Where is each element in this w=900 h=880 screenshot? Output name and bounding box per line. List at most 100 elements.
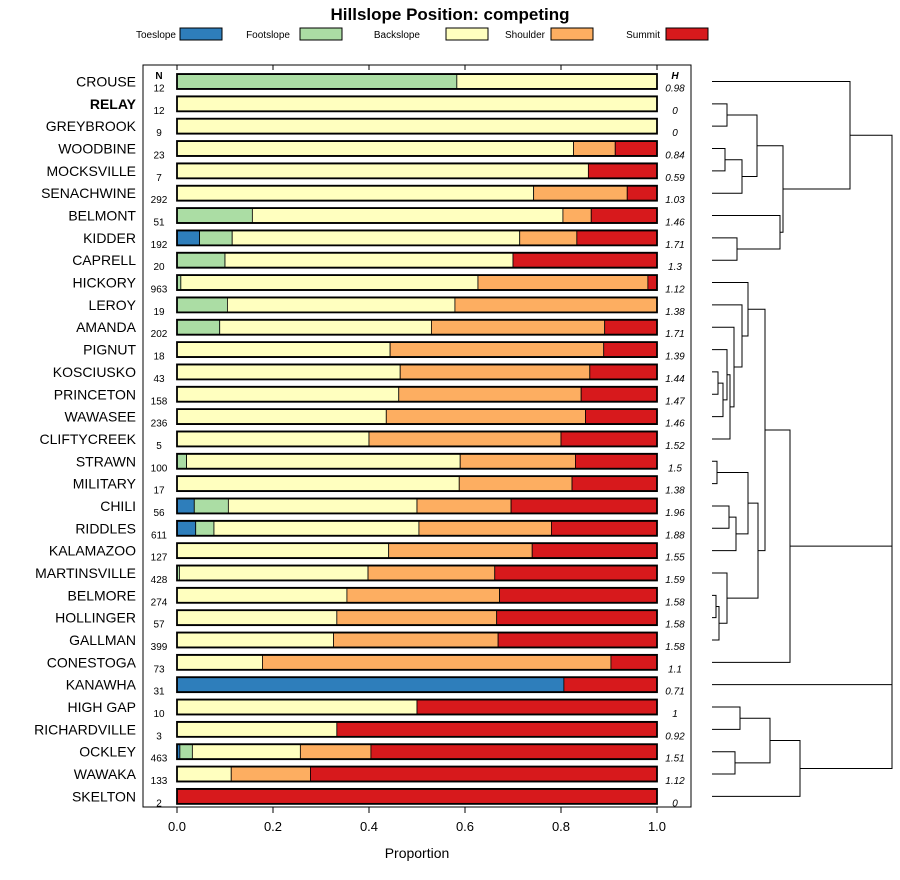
row-label-caprell: CAPRELL — [72, 252, 136, 268]
n-value-pignut: 18 — [153, 352, 165, 363]
n-value-crouse: 12 — [153, 84, 165, 95]
dendrogram-branch — [712, 740, 801, 797]
bar-outline-belmont — [176, 207, 658, 224]
h-value-ockley: 1.51 — [665, 754, 684, 765]
x-axis: 0.0 0.2 0.4 0.6 0.8 1.0 — [168, 65, 666, 834]
n-value-senachwine: 292 — [151, 195, 168, 206]
bar-segment-hollinger-shoulder — [336, 610, 498, 626]
bar-segment-princeton-backslope — [176, 386, 400, 402]
n-value-hickory: 963 — [151, 285, 168, 296]
bar-segment-greybrook-backslope — [176, 118, 658, 134]
bar-segment-conestoga-shoulder — [262, 654, 612, 670]
row-label-kalamazoo: KALAMAZOO — [49, 543, 136, 559]
h-value-amanda: 1.71 — [665, 329, 684, 340]
row-label-woodbine: WOODBINE — [58, 141, 136, 157]
h-value-riddles: 1.88 — [665, 530, 685, 541]
n-value-skelton: 2 — [156, 798, 162, 809]
legend-label-summit: Summit — [626, 30, 660, 41]
h-value-gallman: 1.58 — [665, 642, 685, 653]
n-value-greybrook: 9 — [156, 128, 162, 139]
bar-segment-wawaka-summit — [310, 766, 658, 782]
row-label-military: MILITARY — [73, 476, 137, 492]
row-label-relay: RELAY — [90, 96, 137, 112]
bar-outline-belmore — [176, 586, 658, 604]
row-label-martinsville: MARTINSVILLE — [35, 565, 136, 581]
bar-segment-belmore-summit — [499, 587, 658, 603]
legend-swatch-shoulder — [550, 27, 594, 41]
bar-segment-kalamazoo-backslope — [176, 543, 390, 559]
bar-outline-hollinger — [176, 609, 658, 627]
bar-outline-martinsville — [176, 564, 658, 582]
bar-segment-crouse-backslope — [456, 74, 658, 89]
bar-outline-kosciusko — [176, 363, 658, 381]
bar-segment-riddles-toeslope — [176, 520, 197, 536]
bar-segment-belmont-shoulder — [562, 208, 592, 223]
h-value-kalamazoo: 1.55 — [665, 553, 685, 564]
h-value-leroy: 1.38 — [665, 307, 685, 318]
row-label-strawn: STRAWN — [76, 453, 136, 469]
bar-segment-woodbine-shoulder — [573, 141, 616, 156]
n-value-hollinger: 57 — [153, 620, 165, 631]
bar-segment-princeton-shoulder — [398, 386, 582, 402]
bar-outline-pignut — [176, 341, 658, 358]
bar-segment-kosciusko-summit — [589, 364, 658, 380]
bar-outline-senachwine — [176, 184, 658, 202]
legend-swatch-backslope — [445, 27, 489, 41]
bar-segment-conestoga-backslope — [176, 654, 263, 670]
row-label-high-gap: HIGH GAP — [68, 699, 136, 715]
bar-segment-belmont-footslope — [176, 208, 253, 223]
bar-segment-martinsville-backslope — [178, 565, 369, 581]
dendrogram-branch — [712, 215, 781, 250]
bar-segment-woodbine-backslope — [176, 141, 574, 156]
dendrogram-branch — [712, 349, 728, 401]
bar-segment-kidder-toeslope — [176, 230, 200, 246]
bar-outline-strawn — [176, 452, 658, 470]
plot-frame — [142, 64, 692, 808]
h-value-mocksville: 0.59 — [665, 173, 685, 184]
legend-swatch-footslope — [299, 27, 343, 41]
row-label-kidder: KIDDER — [83, 230, 136, 246]
dendrogram-branch — [712, 159, 743, 194]
bar-outline-greybrook — [176, 117, 658, 135]
bar-outline-kalamazoo — [176, 542, 658, 560]
bar-segment-hollinger-summit — [496, 610, 658, 626]
h-value-crouse: 0.98 — [665, 84, 685, 95]
bar-outline-amanda — [176, 318, 658, 336]
dendrogram-branch — [712, 237, 738, 261]
bar-segment-riddles-summit — [551, 520, 658, 536]
bar-segment-kidder-backslope — [231, 230, 521, 246]
n-value-kanawha: 31 — [153, 687, 165, 698]
bar-outline-skelton — [176, 787, 658, 805]
h-value-senachwine: 1.03 — [665, 195, 685, 206]
row-label-mocksville: MOCKSVILLE — [47, 163, 136, 179]
bar-segment-caprell-footslope — [176, 252, 226, 268]
dendrogram-branch — [712, 706, 741, 730]
bar-segment-kanawha-toeslope — [176, 677, 565, 693]
dendrogram-branch — [748, 308, 766, 552]
x-tick-label-0.8: 0.8 — [552, 819, 570, 834]
h-value-princeton: 1.47 — [665, 396, 685, 407]
bar-segment-princeton-summit — [580, 386, 658, 402]
row-label-leroy: LEROY — [89, 297, 137, 313]
dendrogram-branch — [712, 505, 730, 529]
n-value-gallman: 399 — [151, 642, 168, 653]
bar-segment-leroy-footslope — [176, 297, 228, 313]
dendrogram-branch — [712, 148, 726, 172]
bar-segment-woodbine-summit — [614, 141, 658, 156]
h-value-chili: 1.96 — [665, 508, 685, 519]
h-value-hollinger: 1.58 — [665, 620, 685, 631]
n-value-belmont: 51 — [153, 218, 165, 229]
row-label-wawaka: WAWAKA — [74, 766, 137, 782]
bar-outline-kidder — [176, 229, 658, 247]
dendrogram-branch — [712, 684, 893, 769]
n-value-belmore: 274 — [151, 597, 168, 608]
bar-segment-richardville-backslope — [176, 721, 338, 737]
bar-segment-strawn-backslope — [186, 453, 461, 469]
bar-segment-military-backslope — [176, 476, 460, 492]
bar-segment-belmont-backslope — [251, 208, 564, 223]
legend-label-toeslope: Toeslope — [136, 30, 176, 41]
row-label-chili: CHILI — [100, 498, 136, 514]
bar-outline-crouse — [176, 73, 658, 90]
bar-segment-cliftycreek-backslope — [176, 431, 370, 447]
n-value-kosciusko: 43 — [153, 374, 165, 385]
